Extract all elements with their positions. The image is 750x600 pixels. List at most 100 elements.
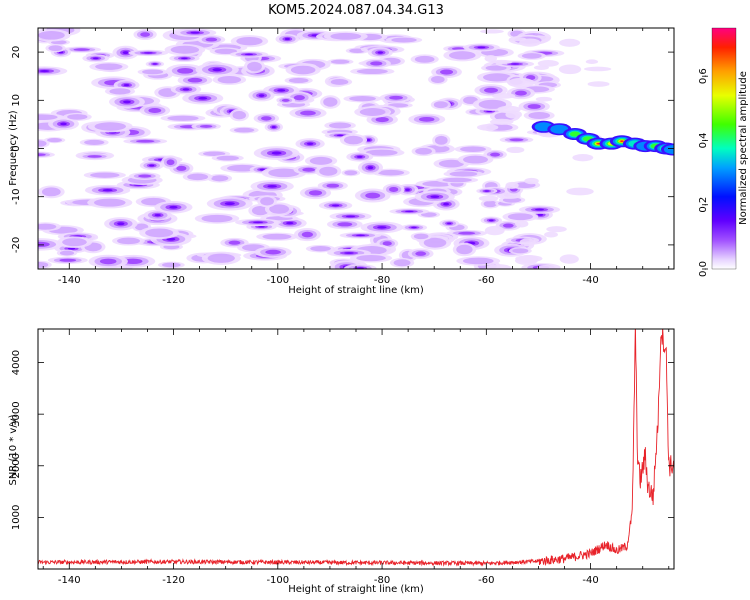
spectrogram-blob — [67, 114, 88, 120]
spectrogram-blob — [251, 205, 269, 216]
spectrogram-blob — [515, 220, 529, 228]
spectrogram-blob — [258, 225, 265, 228]
spectrogram-blob — [302, 167, 316, 172]
spectrogram-blob — [259, 168, 266, 171]
spectrogram-ytick-label: 0 — [11, 145, 22, 151]
snr-ticks: -140 -120 -100 -80 -60 -40 1000 2000 3000 4000 — [11, 329, 674, 586]
spectrogram-blob — [559, 254, 579, 264]
spectrogram-blob — [343, 135, 364, 145]
spectrogram-blob — [389, 186, 399, 192]
spectrogram-blob — [136, 139, 155, 143]
spectrogram-blob — [484, 190, 490, 192]
spectrogram-ytick-label: -10 — [11, 189, 22, 205]
spectrogram-blob — [329, 122, 352, 129]
spectrogram-blob — [585, 59, 599, 64]
spectrogram-blob — [161, 262, 181, 268]
spectrogram-blob — [519, 38, 541, 47]
spectrogram-blob — [142, 69, 164, 75]
chart-title: KOM5.2024.087.04.34.G13 — [268, 3, 444, 18]
spectrogram-blob — [484, 87, 499, 93]
spectrogram-blob — [489, 118, 514, 125]
spectrogram-blob — [484, 225, 505, 236]
spectrogram-blob — [488, 219, 494, 222]
spectrogram-blob — [367, 166, 374, 170]
spectrogram-blob — [207, 253, 235, 263]
spectrogram-blob — [483, 200, 498, 208]
colorbar-gradient — [712, 28, 736, 269]
spectrogram-blob — [214, 48, 238, 55]
spectrogram-blob — [216, 155, 239, 161]
spectrogram-blob — [377, 51, 384, 54]
spectrogram-blob — [460, 146, 486, 152]
spectrogram-blob — [546, 226, 567, 233]
spectrogram-blob — [480, 29, 504, 34]
spectrogram-blob — [544, 231, 558, 238]
spectrogram-blob — [485, 65, 507, 71]
spectrogram-blob — [449, 51, 476, 60]
spectrogram-blob — [365, 192, 381, 199]
spectrogram-blob — [169, 205, 178, 209]
snr-series-line — [38, 329, 674, 567]
spectrogram-ridge — [550, 124, 569, 134]
spectrogram-blob — [122, 51, 129, 55]
spectrogram-blob — [443, 202, 450, 206]
spectrogram-blob — [201, 214, 233, 223]
spectrogram-blob — [102, 189, 113, 192]
snr-xtick-label: -120 — [162, 575, 185, 586]
spectrogram-blob — [306, 142, 314, 145]
spectrogram-blob — [170, 45, 200, 54]
spectrogram-blob — [456, 244, 473, 255]
snr-panel: -140 -120 -100 -80 -60 -40 1000 2000 3000 4000 He… — [8, 328, 675, 595]
spectrogram-ytick-label: 10 — [11, 94, 22, 107]
spectrogram-blob — [95, 63, 123, 70]
spectrogram-blob — [217, 76, 242, 84]
spectrogram-blob — [39, 70, 50, 73]
spectrogram-blob — [138, 174, 152, 178]
spectrogram-blob — [233, 127, 255, 133]
spectrogram-blob — [284, 37, 290, 41]
spectrogram-blob — [145, 228, 174, 238]
spectrogram-blob — [438, 159, 465, 168]
spectrogram-blob — [38, 241, 50, 247]
spectrogram-xlabel: Height of straight line (km) — [288, 285, 424, 296]
spectrogram-blob — [59, 258, 77, 262]
spectrogram-blob — [458, 231, 476, 235]
spectrogram-blob — [84, 139, 105, 145]
colorbar-tick-label: 0.2 — [698, 197, 709, 213]
spectrogram-blob — [413, 233, 429, 240]
spectrogram-blob — [247, 61, 262, 72]
spectrogram-blob — [309, 156, 333, 165]
spectrogram-blob — [356, 254, 386, 262]
spectrogram-blob — [434, 135, 448, 145]
spectrogram-blob — [48, 45, 63, 52]
spectrogram-blob — [349, 95, 376, 102]
spectrogram-blob — [258, 94, 265, 97]
spectrogram-blob — [355, 234, 366, 237]
spectrogram-blob — [440, 69, 454, 75]
spectrogram-blob — [330, 59, 350, 64]
spectrogram-blob — [370, 61, 383, 66]
spectrogram-blob — [527, 104, 541, 109]
spectrogram-blob — [502, 223, 514, 228]
spectrogram-blob — [212, 68, 222, 72]
colorbar-ticks: 0.0 0.2 0.4 0.6 — [698, 68, 709, 277]
colorbar-tick-label: 0.4 — [698, 133, 709, 149]
spectrogram-blob — [38, 140, 47, 147]
spectrogram-blob — [506, 146, 525, 154]
spectrogram-blob — [415, 251, 427, 256]
spectrogram-ytick-label: 20 — [11, 46, 22, 59]
spectrogram-blob — [405, 188, 410, 191]
spectrogram-blob — [177, 67, 194, 74]
spectrogram-blob — [478, 195, 499, 202]
spectrogram-blob — [414, 55, 435, 63]
spectrogram-blob — [199, 125, 213, 128]
spectrogram-blob — [228, 240, 241, 245]
spectrogram-blob — [286, 221, 294, 225]
spectrogram-blob — [524, 177, 539, 185]
spectrogram-blob — [109, 88, 131, 95]
spectrogram-blob — [393, 259, 411, 267]
spectrogram-ridge — [596, 142, 600, 145]
spectrogram-blob — [176, 165, 187, 171]
spectrogram-blob — [534, 208, 545, 211]
